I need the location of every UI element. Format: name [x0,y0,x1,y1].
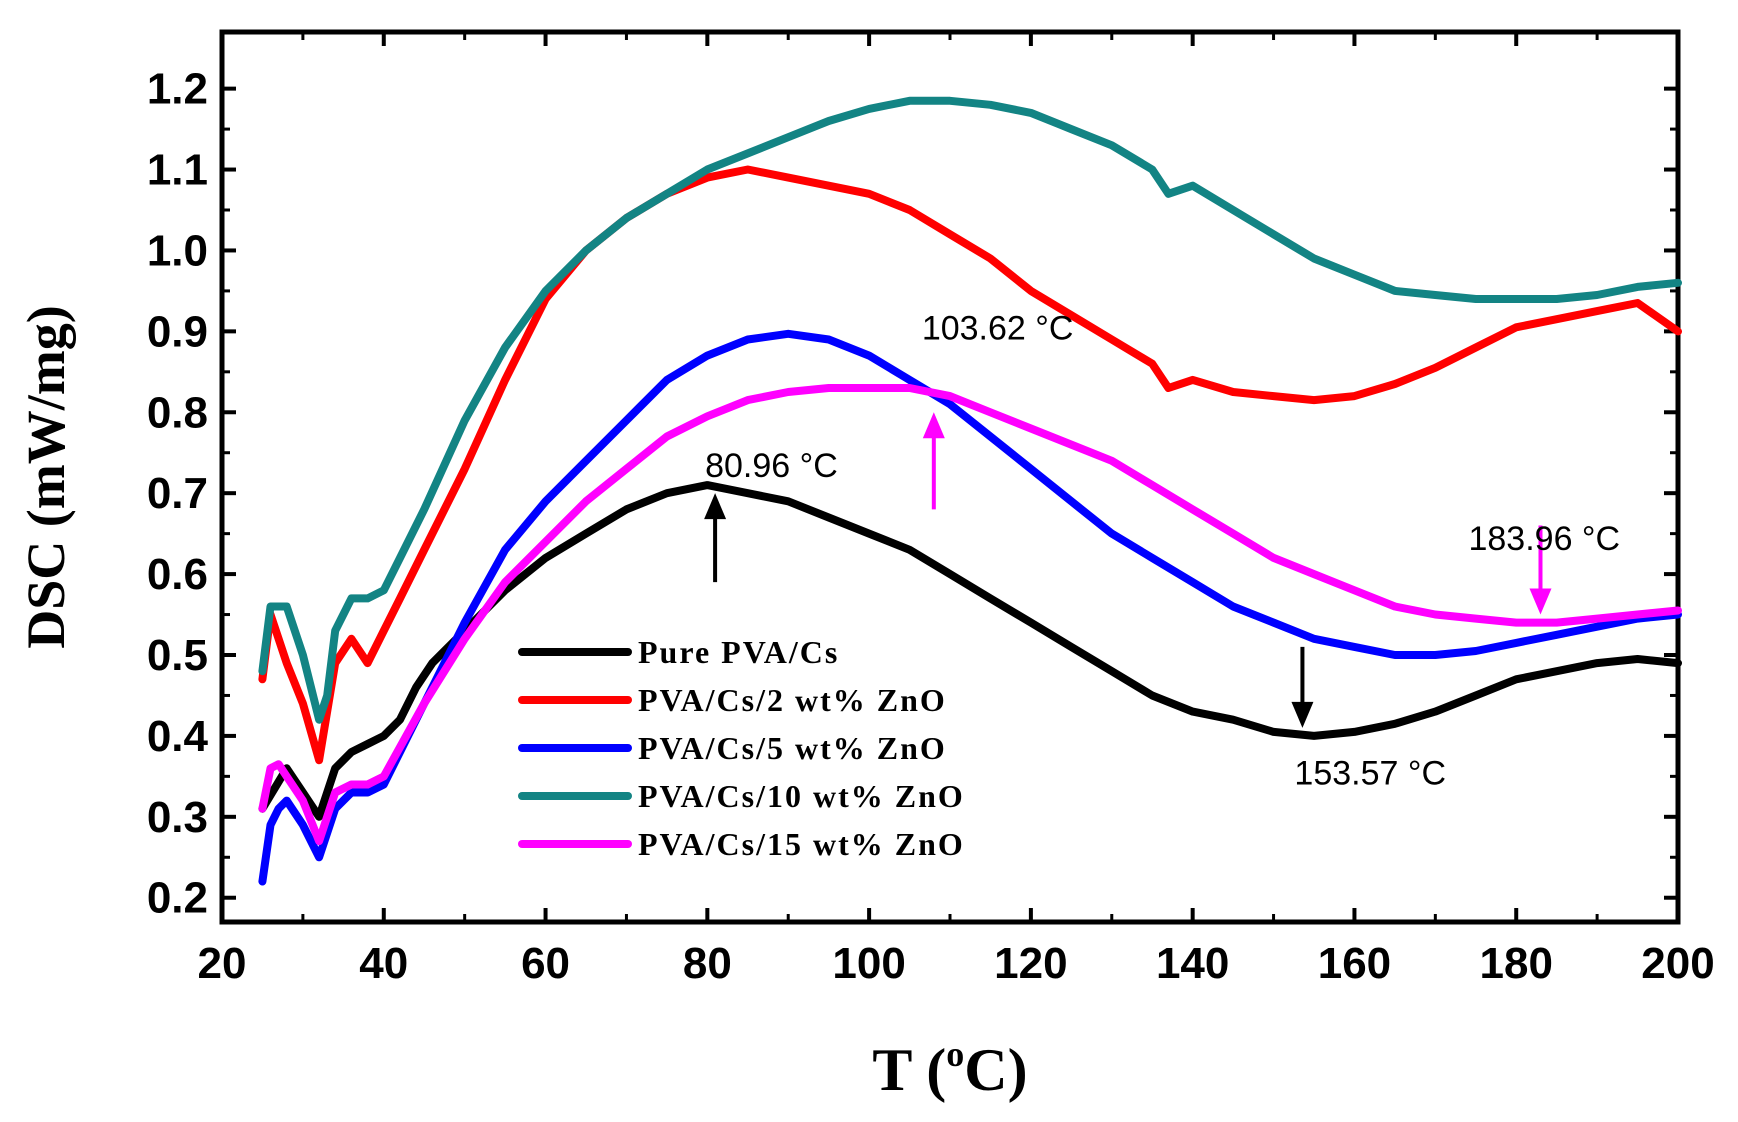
annotation-arrow-head [704,493,727,520]
annotation-label: 80.96 °C [705,447,838,485]
x-tick-label: 200 [1641,939,1714,988]
x-tick-label: 180 [1480,939,1553,988]
y-tick-label: 0.2 [147,874,208,923]
series-line-1 [258,481,1682,821]
x-tick-label: 120 [994,939,1067,988]
annotation-arrow-head [1291,701,1314,728]
x-tick-label: 160 [1318,939,1391,988]
legend-label: Pure PVA/Cs [638,634,839,670]
annotation-arrow-head [922,412,945,439]
annotation-label: 153.57 °C [1294,754,1446,792]
y-tick-label: 0.5 [147,631,208,680]
peak-annotations: 80.96 °C 103.62 °C 153.57 °C 183.96 °C [704,309,1620,792]
x-tick-label: 20 [198,939,247,988]
y-axis-ticks: 0.2 0.3 0.4 0.5 0.6 0.7 0.8 0.9 1.0 1.1 1.2 [147,65,1678,923]
x-axis-title-unit: C) [964,1037,1027,1103]
series-line-3 [258,329,1682,886]
x-tick-label: 140 [1156,939,1229,988]
annotation-label: 103.62 °C [922,309,1074,347]
x-axis-title-main: T ( [872,1037,946,1103]
series-line-5 [258,384,1682,846]
legend-label: PVA/Cs/15 wt% ZnO [638,826,965,862]
y-tick-label: 0.4 [147,712,209,761]
series-lines [258,96,1682,886]
legend-label: PVA/Cs/2 wt% ZnO [638,682,947,718]
y-tick-label: 1.0 [147,226,208,275]
y-tick-label: 0.6 [147,550,208,599]
y-axis-title: DSC (mW/mg) [16,305,76,648]
x-axis-title-sup: o [946,1034,964,1074]
y-tick-label: 1.2 [147,65,208,114]
series-line-4 [258,96,1682,724]
legend: Pure PVA/Cs PVA/Cs/2 wt% ZnO PVA/Cs/5 wt% … [518,634,965,862]
y-tick-label: 0.8 [147,388,208,437]
y-tick-label: 0.9 [147,307,208,356]
x-tick-label: 80 [683,939,732,988]
y-tick-label: 0.7 [147,469,208,518]
x-tick-label: 40 [359,939,408,988]
y-tick-label: 0.3 [147,793,208,842]
legend-label: PVA/Cs/5 wt% ZnO [638,730,947,766]
x-axis-ticks: 20 40 60 80 100 120 140 160 180 200 [198,32,1715,988]
x-tick-label: 60 [521,939,570,988]
x-tick-label: 100 [832,939,905,988]
annotation-arrow-head [1529,588,1552,615]
annotation-label: 183.96 °C [1468,520,1620,558]
x-axis-title: T (oC) [872,1034,1027,1103]
series-line-2 [258,165,1682,765]
legend-label: PVA/Cs/10 wt% ZnO [638,778,965,814]
y-tick-label: 1.1 [147,146,208,195]
